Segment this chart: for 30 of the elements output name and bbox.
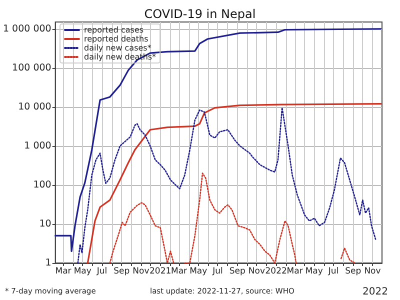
x-tick-label: May xyxy=(74,266,92,276)
y-tick-label: 10 000 xyxy=(18,101,52,112)
x-tick-label: Jul xyxy=(212,266,223,276)
x-axis-title: 2022 xyxy=(362,286,388,298)
x-tick-label: Sep xyxy=(114,266,130,276)
x-tick-label: 2022 xyxy=(265,266,287,276)
x-tick-label: Mar xyxy=(286,266,304,276)
line-series xyxy=(54,28,382,252)
x-tick-label: May xyxy=(305,266,323,276)
x-tick-label: Nov xyxy=(248,266,266,276)
y-tick-label: 100 000 xyxy=(12,62,52,74)
y-tick-label: 10 xyxy=(39,218,52,230)
x-tick-label: Mar xyxy=(55,266,72,276)
chart-title: COVID-19 in Nepal xyxy=(144,7,256,21)
x-tick-label: Sep xyxy=(345,266,362,276)
y-tick-label: 100 xyxy=(33,179,52,190)
x-tick-label: Jul xyxy=(327,266,339,276)
legend-label: reported deaths xyxy=(84,34,148,44)
x-tick-label: Nov xyxy=(132,266,150,276)
x-tick-label: Sep xyxy=(229,266,246,276)
y-tick-label: 1 000 000 xyxy=(2,23,52,34)
legend-label: reported cases xyxy=(84,26,144,34)
x-tick-label: Jul xyxy=(96,266,108,276)
legend-label: daily new cases* xyxy=(84,44,152,52)
x-tick-label: 2021 xyxy=(150,266,172,276)
y-tick-label: 1 000 xyxy=(24,140,52,152)
y-tick-label: 1 xyxy=(45,258,52,268)
x-tick-label: May xyxy=(190,266,208,276)
x-tick-label: Nov xyxy=(364,266,381,276)
x-tick-label: Mar xyxy=(171,266,188,276)
